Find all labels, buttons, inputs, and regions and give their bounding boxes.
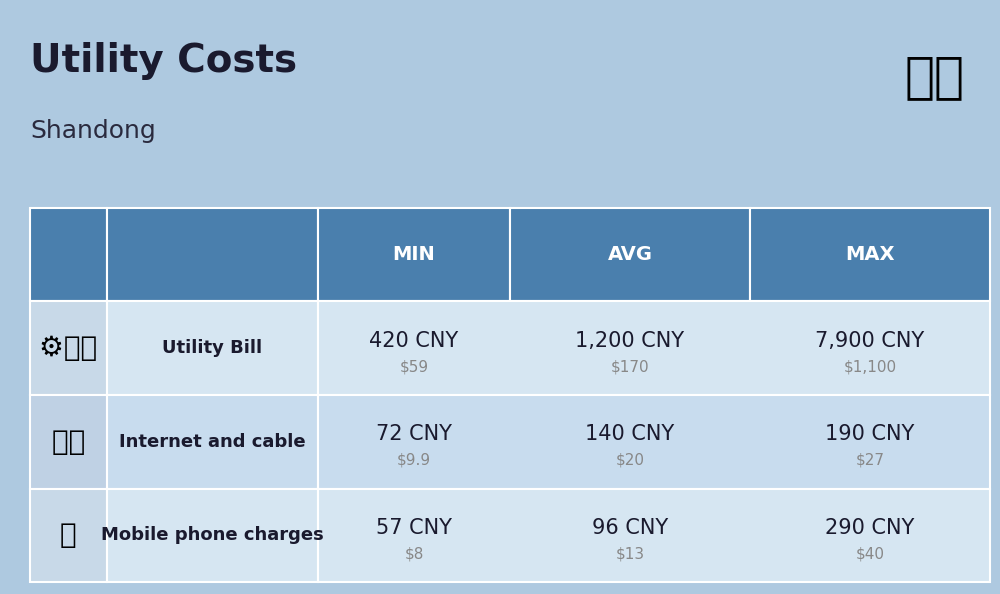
- Text: $9.9: $9.9: [397, 453, 431, 468]
- Text: MIN: MIN: [393, 245, 435, 264]
- Text: 7,900 CNY: 7,900 CNY: [815, 331, 925, 350]
- Text: $20: $20: [616, 453, 644, 468]
- FancyBboxPatch shape: [107, 395, 318, 488]
- Text: AVG: AVG: [608, 245, 652, 264]
- Text: 🇨🇳: 🇨🇳: [905, 53, 965, 102]
- FancyBboxPatch shape: [30, 488, 107, 582]
- FancyBboxPatch shape: [510, 208, 750, 302]
- FancyBboxPatch shape: [318, 302, 990, 395]
- FancyBboxPatch shape: [107, 488, 318, 582]
- Text: 📶🖥️: 📶🖥️: [52, 428, 85, 456]
- Text: Utility Bill: Utility Bill: [162, 339, 262, 357]
- Text: 📱: 📱: [60, 522, 77, 549]
- Text: $1,100: $1,100: [843, 359, 897, 374]
- FancyBboxPatch shape: [318, 208, 510, 302]
- FancyBboxPatch shape: [318, 395, 990, 488]
- FancyBboxPatch shape: [30, 302, 107, 395]
- Text: 140 CNY: 140 CNY: [585, 424, 675, 444]
- Text: $170: $170: [611, 359, 649, 374]
- FancyBboxPatch shape: [30, 208, 107, 302]
- Text: 96 CNY: 96 CNY: [592, 518, 668, 538]
- FancyBboxPatch shape: [750, 208, 990, 302]
- FancyBboxPatch shape: [30, 395, 107, 488]
- Text: 420 CNY: 420 CNY: [369, 331, 459, 350]
- Text: 190 CNY: 190 CNY: [825, 424, 915, 444]
- Text: Shandong: Shandong: [30, 119, 156, 143]
- Text: 290 CNY: 290 CNY: [825, 518, 915, 538]
- Text: 57 CNY: 57 CNY: [376, 518, 452, 538]
- Text: Internet and cable: Internet and cable: [119, 433, 306, 451]
- Text: 72 CNY: 72 CNY: [376, 424, 452, 444]
- Text: Utility Costs: Utility Costs: [30, 42, 297, 80]
- Text: $40: $40: [856, 546, 885, 561]
- Text: $13: $13: [615, 546, 645, 561]
- Text: $59: $59: [399, 359, 429, 374]
- FancyBboxPatch shape: [318, 488, 990, 582]
- FancyBboxPatch shape: [107, 302, 318, 395]
- Text: MAX: MAX: [845, 245, 895, 264]
- Text: $8: $8: [404, 546, 424, 561]
- Text: $27: $27: [856, 453, 885, 468]
- Text: Mobile phone charges: Mobile phone charges: [101, 526, 324, 544]
- Text: ⚙️🔌💧: ⚙️🔌💧: [39, 334, 97, 362]
- FancyBboxPatch shape: [107, 208, 318, 302]
- Text: 1,200 CNY: 1,200 CNY: [575, 331, 685, 350]
